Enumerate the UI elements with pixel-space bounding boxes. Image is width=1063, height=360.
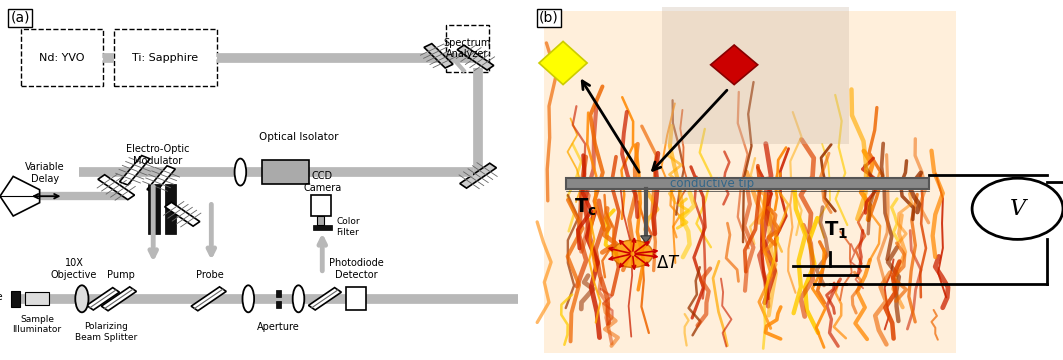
- Circle shape: [612, 240, 653, 267]
- Text: (a): (a): [11, 11, 30, 25]
- Text: Ti: Sapphire: Ti: Sapphire: [132, 53, 198, 63]
- Polygon shape: [0, 176, 39, 216]
- Bar: [148, 184, 159, 234]
- Polygon shape: [457, 45, 494, 70]
- Ellipse shape: [292, 285, 304, 312]
- Text: Pump: Pump: [106, 270, 134, 280]
- Polygon shape: [308, 288, 341, 310]
- Bar: [347, 287, 366, 310]
- Polygon shape: [544, 11, 956, 353]
- Polygon shape: [566, 178, 929, 189]
- Bar: [313, 225, 332, 230]
- Polygon shape: [98, 175, 135, 200]
- Bar: [165, 184, 176, 234]
- Bar: [317, 216, 324, 225]
- Text: Sample: Sample: [0, 292, 3, 302]
- Polygon shape: [86, 288, 119, 310]
- Bar: [276, 290, 281, 297]
- Text: $\mathbf{T_1}$: $\mathbf{T_1}$: [824, 220, 848, 241]
- Text: Color
Filter: Color Filter: [336, 217, 359, 237]
- Bar: [276, 301, 281, 308]
- Ellipse shape: [75, 285, 88, 312]
- Text: Optical Isolator: Optical Isolator: [258, 132, 338, 142]
- Polygon shape: [539, 41, 587, 85]
- FancyBboxPatch shape: [21, 29, 103, 86]
- Text: $\mathbf{T_c}$: $\mathbf{T_c}$: [574, 196, 596, 217]
- FancyBboxPatch shape: [446, 25, 489, 72]
- Ellipse shape: [235, 158, 247, 186]
- Polygon shape: [101, 287, 136, 311]
- Text: Aperture: Aperture: [257, 322, 300, 332]
- Text: 10X
Objective: 10X Objective: [51, 258, 97, 280]
- Circle shape: [972, 178, 1063, 239]
- Text: Spectrum
Analyzer: Spectrum Analyzer: [444, 38, 491, 59]
- Text: Nd: YVO: Nd: YVO: [39, 53, 85, 63]
- Polygon shape: [424, 44, 453, 68]
- Polygon shape: [711, 45, 758, 85]
- Bar: [310, 195, 331, 216]
- Ellipse shape: [242, 285, 254, 312]
- Text: Electro-Optic
Modulator: Electro-Optic Modulator: [125, 144, 189, 166]
- Text: Variable
Delay: Variable Delay: [26, 162, 65, 184]
- Text: $\Delta T$: $\Delta T$: [656, 254, 680, 272]
- Text: Polarizing
Beam Splitter: Polarizing Beam Splitter: [74, 322, 137, 342]
- Polygon shape: [147, 166, 175, 193]
- FancyBboxPatch shape: [114, 29, 217, 86]
- Text: Probe: Probe: [197, 270, 224, 280]
- Polygon shape: [165, 202, 200, 226]
- Text: (b): (b): [539, 11, 559, 25]
- Text: CCD
Camera: CCD Camera: [303, 171, 341, 193]
- Text: V: V: [1010, 198, 1026, 220]
- Polygon shape: [662, 7, 849, 144]
- Bar: [11, 291, 20, 307]
- Bar: [26, 292, 49, 305]
- Text: Sample
Illuminator: Sample Illuminator: [13, 315, 62, 334]
- Polygon shape: [641, 236, 652, 243]
- Polygon shape: [460, 163, 496, 188]
- Text: conductive tip: conductive tip: [670, 177, 754, 190]
- Bar: [261, 160, 309, 184]
- Text: Photodiode
Detector: Photodiode Detector: [328, 258, 384, 280]
- Polygon shape: [191, 287, 226, 311]
- Polygon shape: [119, 156, 150, 185]
